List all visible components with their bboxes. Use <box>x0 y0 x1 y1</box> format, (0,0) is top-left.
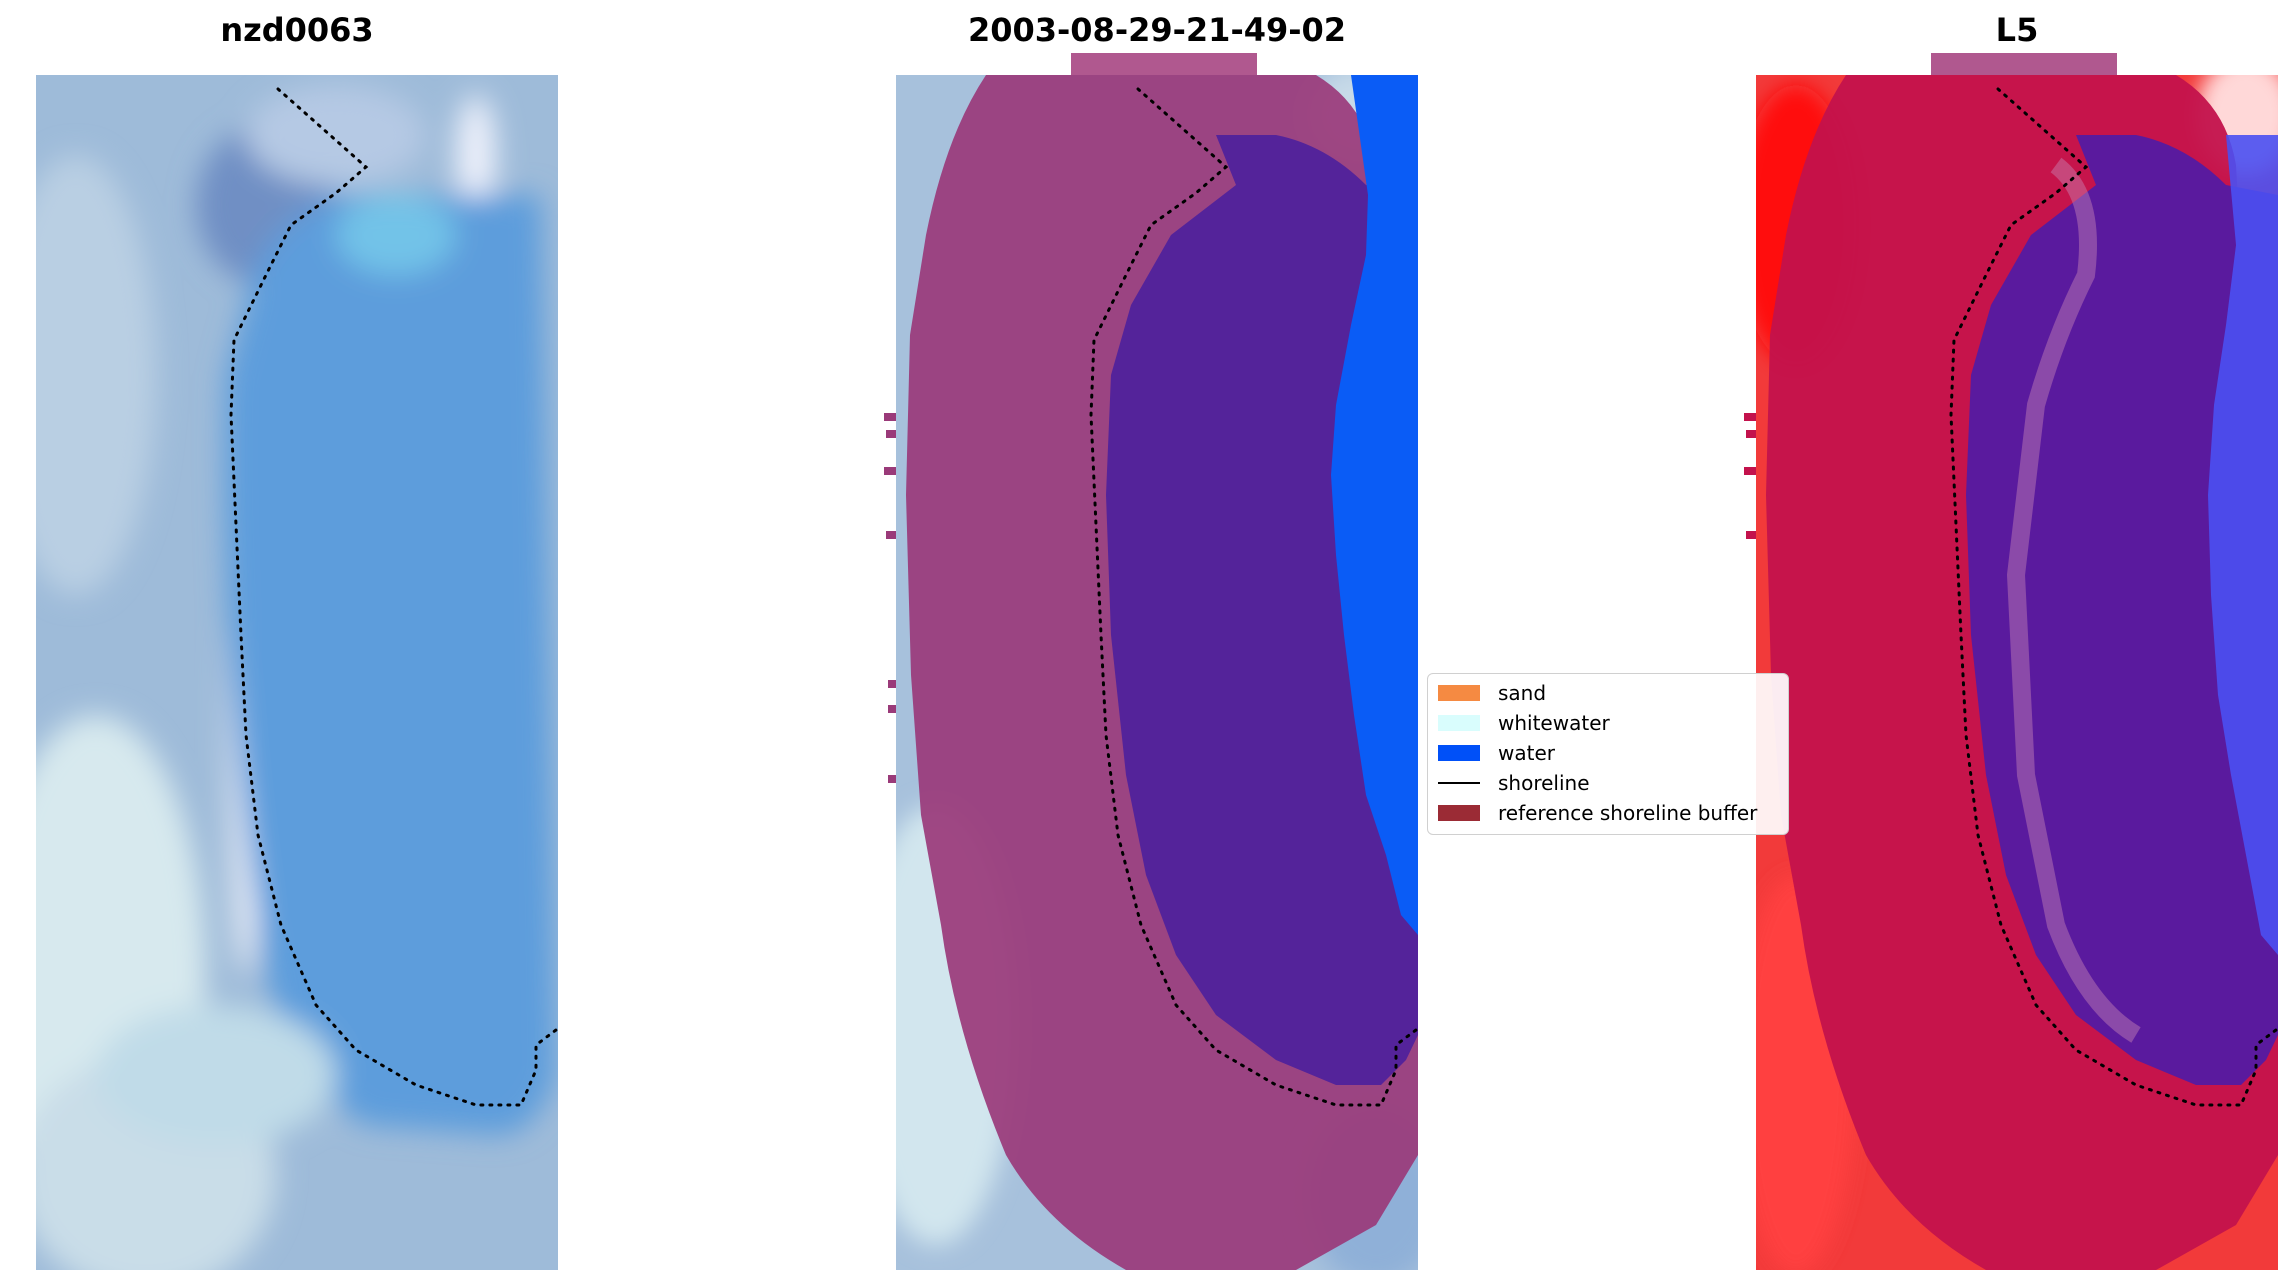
buffer-swatch <box>1438 805 1480 821</box>
rgb-image-panel <box>36 75 558 1270</box>
panel-title-image-name: nzd0063 <box>220 11 374 49</box>
shoreline-line-swatch <box>1438 782 1480 784</box>
legend-label: whitewater <box>1498 711 1610 735</box>
legend-label: water <box>1498 741 1555 765</box>
water-swatch <box>1438 745 1480 761</box>
legend-label: reference shoreline buffer <box>1498 801 1758 825</box>
classification-panel <box>884 53 1418 1270</box>
rgb-image <box>36 75 558 1270</box>
legend-item-water: water <box>1438 740 1555 766</box>
sand-swatch <box>1438 685 1480 701</box>
classification-image <box>884 53 1418 1270</box>
legend-label: sand <box>1498 681 1547 705</box>
panel-title-date: 2003-08-29-21-49-02 <box>967 11 1347 49</box>
legend-item-whitewater: whitewater <box>1438 710 1610 736</box>
legend-item-sand: sand <box>1438 680 1546 706</box>
legend: sand whitewater water shoreline referenc… <box>1427 673 1789 835</box>
legend-label: shoreline <box>1498 771 1590 795</box>
legend-item-reference-buffer: reference shoreline buffer <box>1438 800 1757 826</box>
legend-item-shoreline: shoreline <box>1438 770 1590 796</box>
index-panel <box>1744 53 2278 1270</box>
index-image <box>1744 53 2278 1270</box>
whitewater-swatch <box>1438 715 1480 731</box>
panel-title-satellite: L5 <box>1995 11 2039 49</box>
